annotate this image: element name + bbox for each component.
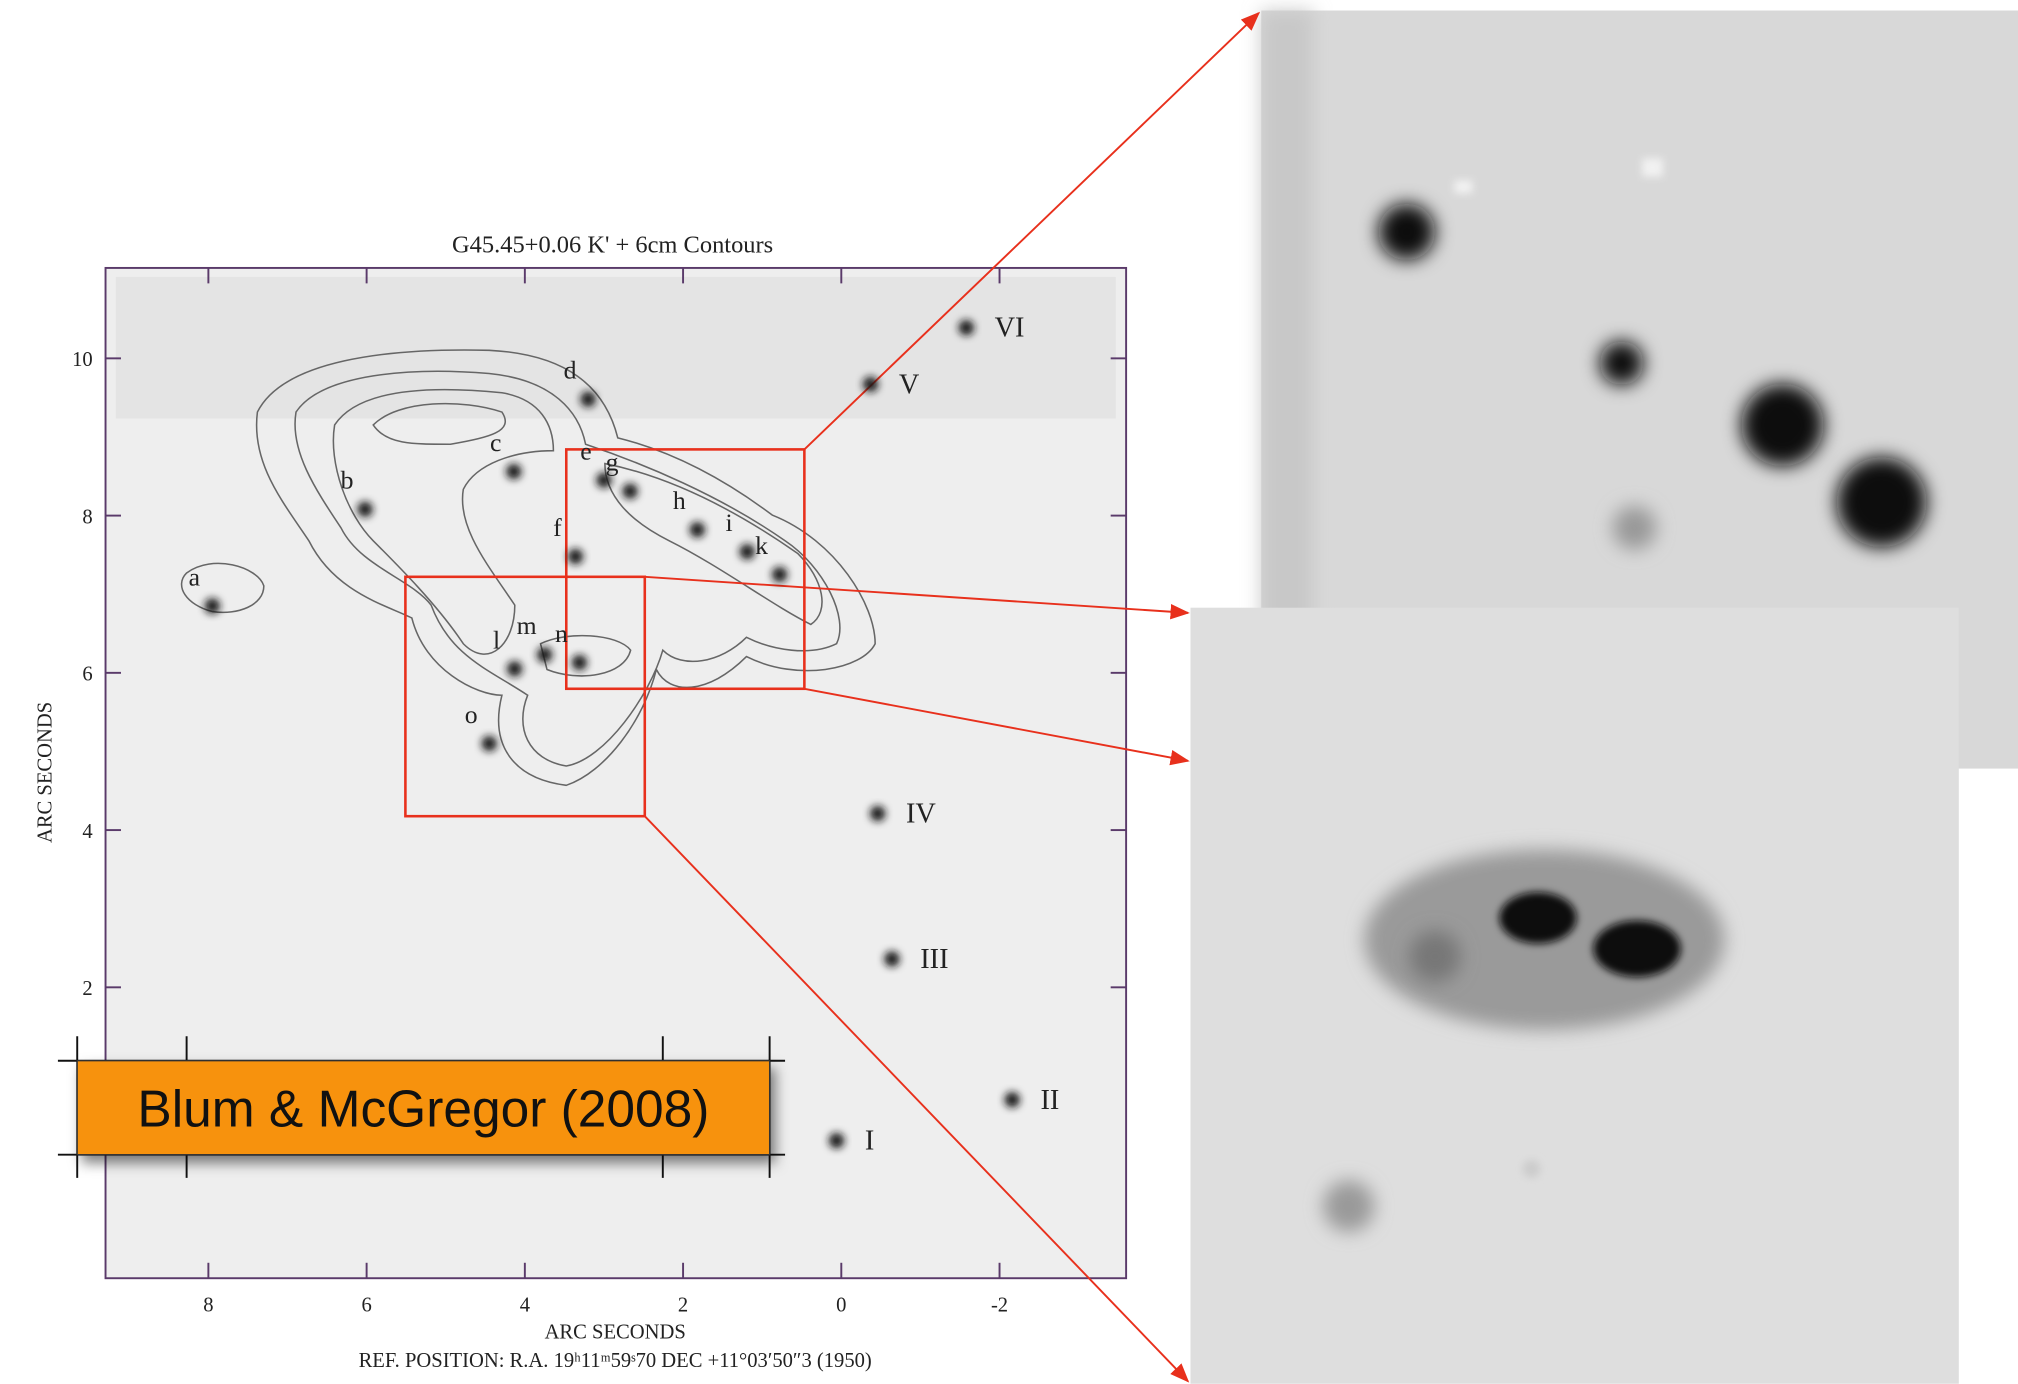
image-band — [116, 277, 1116, 419]
source — [568, 549, 583, 564]
source — [205, 598, 220, 613]
source — [572, 655, 587, 670]
source-label: IV — [906, 799, 936, 830]
source-label: b — [341, 466, 354, 495]
source-label: I — [865, 1126, 874, 1157]
source — [506, 464, 521, 479]
plot-title: G45.45+0.06 K' + 6cm Contours — [452, 231, 773, 258]
y-tick-label: 10 — [72, 349, 93, 371]
source — [829, 1133, 844, 1148]
source-label: VI — [995, 313, 1025, 344]
source — [884, 951, 899, 966]
source — [357, 502, 372, 517]
source-label: e — [580, 437, 591, 466]
y-tick-label: 8 — [82, 506, 92, 528]
source-label: V — [899, 369, 920, 400]
source-label: a — [189, 562, 201, 591]
x-tick-label: 8 — [203, 1295, 213, 1317]
source — [739, 544, 754, 559]
footnote: REF. POSITION: R.A. 19ʰ11ᵐ59ˢ70 DEC +11°… — [359, 1350, 872, 1372]
source — [1004, 1092, 1019, 1107]
page: {"chart_data": {"type": "image-contour",… — [0, 0, 2018, 1384]
x-axis-label: ARC SECONDS — [545, 1322, 686, 1344]
source-label: i — [726, 508, 733, 537]
source-label: c — [490, 428, 501, 457]
zoom-panel — [1190, 608, 1958, 1384]
source-label: f — [553, 513, 562, 542]
caption: Blum & McGregor (2008) — [137, 1079, 709, 1137]
source-label: n — [555, 619, 568, 648]
x-tick-label: 4 — [520, 1295, 530, 1317]
source — [863, 377, 878, 392]
x-tick-label: -2 — [991, 1295, 1008, 1317]
x-tick-label: 0 — [836, 1295, 846, 1317]
source — [690, 522, 705, 537]
y-tick-label: 2 — [82, 978, 92, 1000]
source-label: g — [606, 448, 619, 477]
source-label: k — [755, 531, 768, 560]
source — [507, 661, 522, 676]
source — [482, 736, 497, 751]
source-label: d — [564, 356, 577, 385]
source-label: o — [465, 700, 478, 729]
source — [580, 392, 595, 407]
source — [622, 484, 637, 499]
x-tick-label: 2 — [678, 1295, 688, 1317]
source-label: III — [920, 944, 948, 975]
source — [959, 320, 974, 335]
y-tick-label: 6 — [82, 664, 92, 686]
slide: G45.45+0.06 K' + 6cm Contours ARC SECOND… — [0, 0, 2018, 1384]
source — [870, 806, 885, 821]
source-label: h — [673, 486, 686, 515]
source — [537, 647, 552, 662]
y-tick-label: 4 — [82, 821, 92, 843]
y-axis-label: ARC SECONDS — [34, 702, 56, 843]
x-tick-label: 6 — [361, 1295, 371, 1317]
source — [772, 567, 787, 582]
source-label: l — [493, 625, 500, 654]
source-label: II — [1041, 1085, 1060, 1116]
source-label: m — [517, 611, 537, 640]
